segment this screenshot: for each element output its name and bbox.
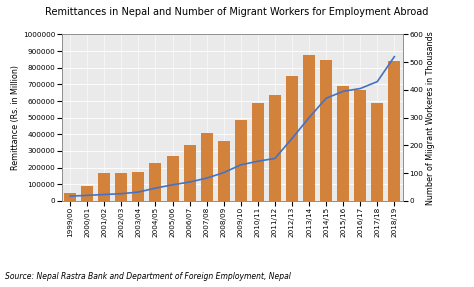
Bar [166,156,179,201]
Line: Remittance (Rs. in Million): Remittance (Rs. in Million) [70,57,394,196]
Bar [269,95,281,201]
Bar [388,61,401,201]
Bar [64,193,76,201]
Remittance (Rs. in Million) [204,177,210,180]
Remittance (Rs. in Million) [357,87,363,90]
Bar [98,173,110,201]
Remittance (Rs. in Million) [374,80,380,83]
Y-axis label: Remittance (Rs. in Million): Remittance (Rs. in Million) [11,65,20,170]
Remittance (Rs. in Million) [84,194,90,197]
Bar [303,55,315,201]
Text: Remittances in Nepal and Number of Migrant Workers for Employment Abroad: Remittances in Nepal and Number of Migra… [46,7,428,17]
Remittance (Rs. in Million) [170,183,175,187]
Bar [320,60,332,201]
Bar [183,145,196,201]
Bar [286,76,298,201]
Remittance (Rs. in Million) [153,187,158,190]
Remittance (Rs. in Million) [255,160,261,163]
Remittance (Rs. in Million) [118,192,124,195]
Remittance (Rs. in Million) [272,157,278,160]
Remittance (Rs. in Million) [187,180,192,184]
Remittance (Rs. in Million) [306,116,312,119]
Bar [132,172,145,201]
Remittance (Rs. in Million) [136,190,141,194]
Bar [235,120,247,201]
Remittance (Rs. in Million) [238,163,244,166]
Bar [149,163,162,201]
Bar [371,103,383,201]
Bar [218,141,230,201]
Bar [252,103,264,201]
Bar [337,86,349,201]
Remittance (Rs. in Million) [392,55,397,58]
Remittance (Rs. in Million) [101,193,107,196]
Remittance (Rs. in Million) [67,195,73,198]
Remittance (Rs. in Million) [340,90,346,93]
Y-axis label: Number of Miigrant Workeres in Thousands: Number of Miigrant Workeres in Thousands [426,31,435,205]
Bar [81,187,93,201]
Text: Source: Nepal Rastra Bank and Department of Foreign Employment, Nepal: Source: Nepal Rastra Bank and Department… [5,272,291,281]
Remittance (Rs. in Million) [323,96,329,100]
Bar [201,133,213,201]
Bar [354,90,366,201]
Remittance (Rs. in Million) [221,171,227,174]
Bar [115,173,128,201]
Remittance (Rs. in Million) [289,137,295,140]
